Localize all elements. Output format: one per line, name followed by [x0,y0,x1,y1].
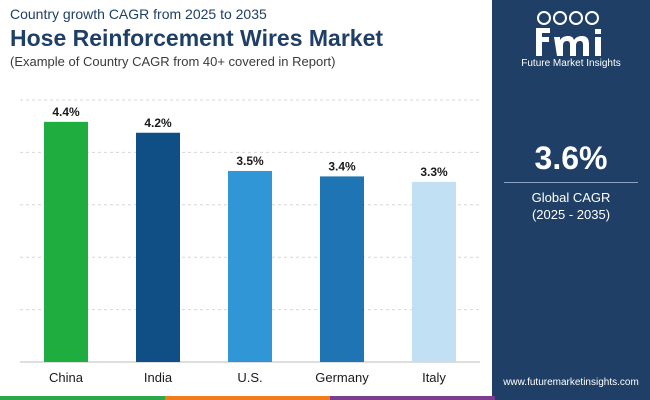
website-link[interactable]: www.futuremarketinsights.com [503,377,639,388]
bar-value-label: 3.5% [236,154,264,168]
x-tick-label: Germany [315,370,369,385]
global-cagr-period: (2025 - 2035) [531,207,611,222]
sidebar: Future Market Insights 3.6% Global CAGR … [492,0,650,400]
bar-value-label: 4.2% [144,116,172,130]
footer-segment-orange [165,396,330,400]
footer-color-bar [0,396,650,400]
x-tick-label: U.S. [237,370,262,385]
cagr-divider [504,182,638,183]
x-tick-label: Italy [422,370,446,385]
fmi-logo [536,11,601,56]
chart-subtitle-top: Country growth CAGR from 2025 to 2035 [10,6,267,22]
bar-india [136,132,180,362]
bar-chart: 4.4% China 4.2% India 3.5% U.S. 3.4% Germany 3.3… [0,90,488,390]
bar-china [44,121,88,362]
chart-title: Hose Reinforcement Wires Market [10,25,384,51]
chart-subtitle-bottom: (Example of Country CAGR from 40+ covere… [10,54,336,69]
footer-segment-green [0,396,165,400]
bar-germany [320,176,364,362]
x-tick-label: China [49,370,84,385]
global-cagr-label: Global CAGR [531,190,611,205]
bar-value-label: 3.3% [420,165,448,179]
bar-us [228,170,272,362]
bar-value-label: 3.4% [328,159,356,173]
footer-segment-navy [495,396,650,400]
x-tick-label: India [144,370,173,385]
global-cagr-value: 3.6% [534,140,608,176]
bar-italy [412,181,456,362]
logo-text: Future Market Insights [521,58,621,69]
footer-segment-purple [330,396,495,400]
header: Country growth CAGR from 2025 to 2035 Ho… [10,6,480,70]
bar-chart-svg: 4.4% China 4.2% India 3.5% U.S. 3.4% Germany 3.3… [20,99,480,385]
bar-value-label: 4.4% [52,105,80,119]
